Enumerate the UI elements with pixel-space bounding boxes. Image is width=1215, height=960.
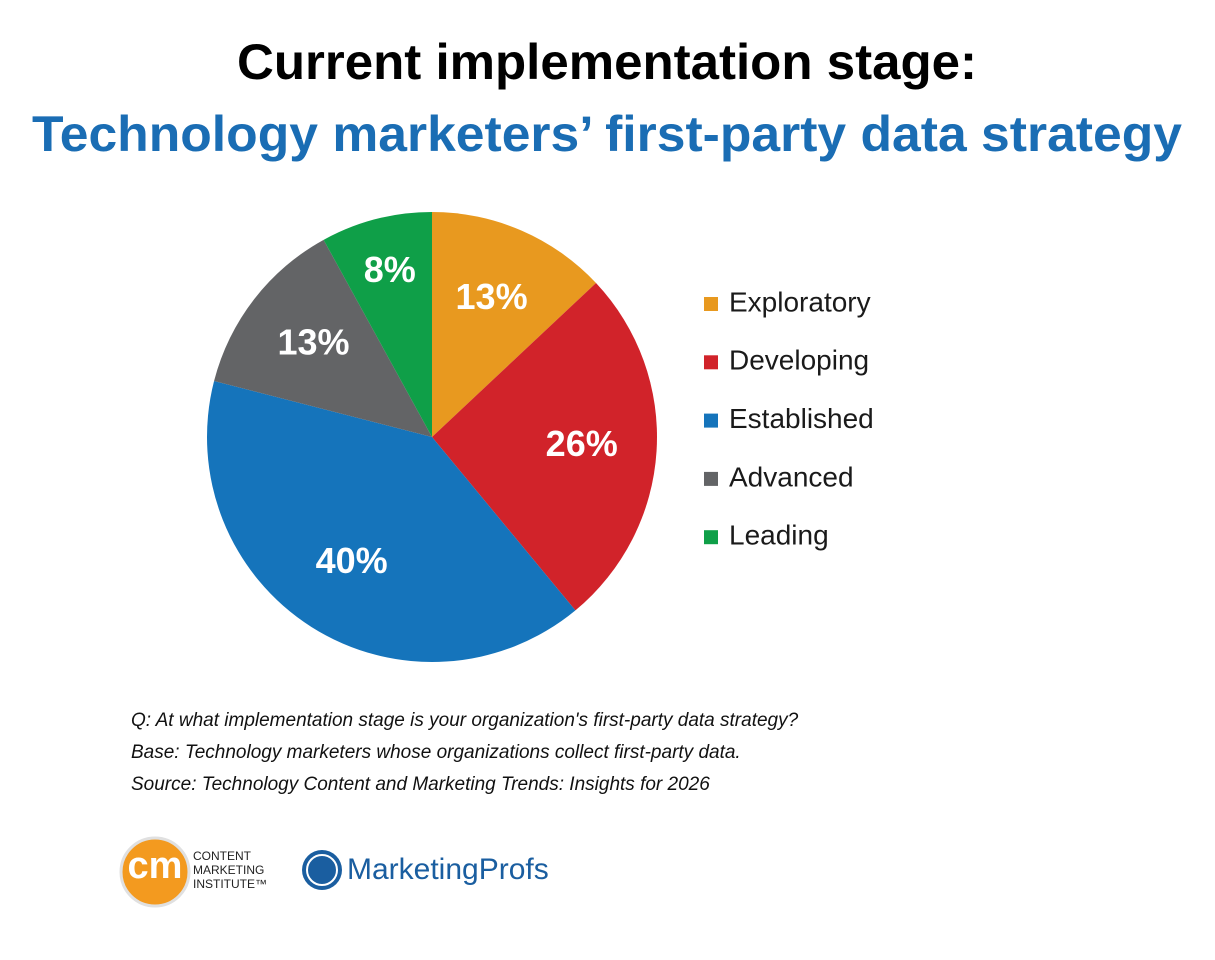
value-label: 40% bbox=[316, 540, 388, 581]
logo-text: MarketingProfs bbox=[347, 853, 549, 886]
value-label: 8% bbox=[364, 249, 416, 290]
pie-slice bbox=[432, 212, 597, 437]
legend-label: Developing bbox=[729, 345, 869, 376]
legend-label: Established bbox=[729, 403, 874, 434]
value-label: 13% bbox=[456, 276, 528, 317]
legend: Exploratory Developing Established Advanced… bbox=[704, 286, 874, 551]
logo-circle bbox=[119, 836, 191, 908]
legend-swatch bbox=[704, 413, 718, 428]
chart-subtitle: Technology marketers’ first-party data s… bbox=[32, 106, 1182, 162]
logo-cmi: cm CONTENT MARKETING INSTITUTE™ bbox=[119, 836, 267, 908]
logo-ring bbox=[306, 854, 338, 886]
value-label: 13% bbox=[277, 322, 349, 363]
legend-label: Advanced bbox=[729, 461, 854, 492]
legend-swatch bbox=[704, 471, 718, 486]
footnote: Source: Technology Content and Marketing… bbox=[131, 774, 710, 795]
logo-marketingprofs: MarketingProfs bbox=[302, 850, 549, 890]
pie: 13% 26% 40% 13% 8% bbox=[207, 212, 657, 662]
legend-swatch bbox=[704, 355, 718, 370]
pie-slice bbox=[214, 239, 432, 437]
chart-title: Current implementation stage: bbox=[237, 34, 977, 90]
legend-swatch bbox=[704, 297, 718, 311]
legend-label: Leading bbox=[729, 520, 829, 551]
notes: Q: At what implementation stage is your … bbox=[131, 710, 799, 795]
logo-text: INSTITUTE™ bbox=[193, 877, 267, 891]
pie-slice bbox=[432, 282, 657, 611]
logo-text: MARKETING bbox=[193, 863, 264, 877]
logo-text: CONTENT bbox=[193, 849, 252, 863]
logo-mark: cm bbox=[128, 845, 183, 887]
footnote: Q: At what implementation stage is your … bbox=[131, 710, 799, 731]
legend-label: Exploratory bbox=[729, 286, 871, 317]
value-label: 26% bbox=[546, 423, 618, 464]
pie-slice bbox=[207, 381, 576, 662]
legend-swatch bbox=[704, 530, 718, 545]
pie-slice bbox=[323, 212, 432, 437]
footnote: Base: Technology marketers whose organiz… bbox=[131, 742, 741, 763]
